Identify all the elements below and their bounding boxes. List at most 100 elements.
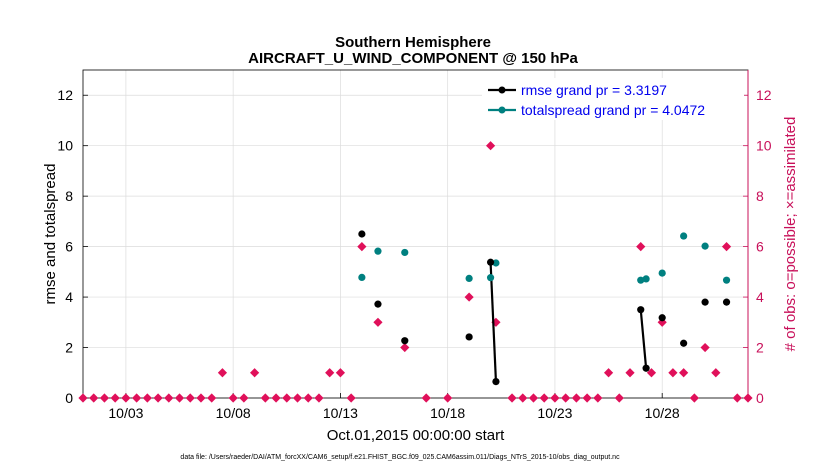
obs-marker (174, 393, 185, 403)
obs-marker (314, 393, 324, 403)
y-tick-label-right: 0 (756, 390, 764, 406)
y-tick-label-left: 2 (65, 340, 73, 356)
legend-entry-rmse: rmse grand pr = 3.3197 (521, 82, 667, 98)
y-tick-label-right: 8 (756, 188, 764, 204)
obs-marker (732, 393, 742, 403)
obs-marker (217, 368, 228, 378)
data-marks (78, 141, 753, 403)
obs-marker (561, 393, 571, 403)
obs-marker (485, 141, 496, 151)
rmse-line-segment (489, 262, 498, 382)
totalspread-point (492, 259, 500, 267)
obs-marker (196, 393, 206, 403)
x-tick-label: 10/03 (108, 405, 143, 421)
rmse-point (492, 378, 500, 386)
obs-marker (121, 393, 131, 403)
obs-marker (539, 393, 549, 403)
y-tick-label-right: 2 (756, 340, 764, 356)
y-axis-label-right: # of obs: o=possible; ×=assimilated (782, 117, 799, 352)
obs-marker (711, 368, 721, 378)
obs-marker (582, 393, 592, 403)
y-tick-label-left: 10 (57, 138, 73, 154)
y-tick-label-left: 6 (65, 239, 73, 255)
rmse-point (722, 298, 731, 306)
totalspread-point (680, 232, 688, 240)
rmse-point (680, 339, 688, 347)
rmse-point (465, 333, 473, 341)
rmse-line-segment (639, 309, 648, 369)
x-tick-label: 10/23 (537, 405, 572, 421)
x-tick-label: 10/18 (430, 405, 465, 421)
rmse-point (642, 364, 650, 372)
axis-tick-labels: 10/03 10/08 10/13 10/18 10/23 10/28 0 2 4 6 8 10 12 0… (57, 87, 771, 421)
obs-marker (646, 368, 657, 378)
y-tick-label-right: 10 (756, 138, 772, 154)
y-tick-label-left: 0 (65, 390, 73, 406)
obs-marker (292, 393, 303, 403)
obs-marker (335, 368, 346, 378)
y-tick-label-left: 8 (65, 188, 73, 204)
y-tick-label-right: 12 (756, 87, 772, 103)
totalspread-point (637, 276, 645, 284)
legend-marker-totalspread (498, 106, 506, 114)
x-tick-label: 10/08 (216, 405, 251, 421)
obs-marker (207, 393, 217, 403)
totalspread-point (401, 248, 409, 257)
obs-marker (743, 393, 753, 403)
obs-marker (700, 342, 710, 353)
totalspread-point (701, 242, 709, 250)
obs-marker (571, 393, 581, 403)
obs-marker (239, 393, 249, 403)
chart-title-line2: AIRCRAFT_U_WIND_COMPONENT @ 150 hPa (248, 50, 578, 67)
totalspread-point (722, 276, 731, 284)
obs-marker (679, 368, 689, 378)
obs-marker (260, 393, 270, 403)
obs-marker (668, 368, 678, 378)
obs-marker (153, 393, 163, 403)
obs-marker (282, 393, 292, 403)
obs-marker (625, 368, 635, 378)
obs-marker (228, 393, 238, 403)
obs-marker (89, 393, 99, 403)
y-tick-label-left: 4 (65, 289, 73, 305)
y-axis-label-left: rmse and totalspread (42, 164, 59, 305)
obs-marker (99, 393, 110, 403)
chart-title-line1: Southern Hemisphere (335, 34, 491, 51)
obs-marker (400, 342, 410, 353)
legend-box (482, 78, 744, 120)
obs-marker (346, 393, 356, 403)
obs-marker (110, 393, 120, 403)
totalspread-point (658, 269, 666, 277)
data-file-footer: data file: /Users/raeder/DAI/ATM_forcXX/… (180, 454, 620, 461)
obs-marker (325, 368, 335, 378)
rmse-point (401, 337, 409, 345)
legend-marker-rmse (498, 86, 506, 94)
x-tick-label: 10/13 (323, 405, 358, 421)
rmse-point (637, 306, 645, 314)
rmse-point (658, 314, 666, 322)
rmse-point (374, 300, 382, 308)
rmse-point (358, 230, 366, 238)
y-tick-label-right: 6 (756, 239, 764, 255)
totalspread-point (358, 273, 366, 281)
obs-marker (689, 393, 699, 403)
obs-marker (528, 393, 539, 403)
totalspread-point (642, 275, 650, 283)
obs-marker (132, 393, 142, 403)
totalspread-point (374, 247, 382, 255)
totalspread-point (465, 274, 473, 283)
obs-marker (357, 242, 367, 252)
obs-marker (593, 393, 603, 403)
obs-marker (443, 393, 453, 403)
obs-marker (636, 242, 646, 252)
obs-marker (614, 393, 624, 403)
legend-entry-totalspread: totalspread grand pr = 4.0472 (521, 102, 705, 118)
obs-marker (507, 393, 517, 403)
rmse-point (486, 258, 495, 266)
obs-marker (421, 393, 431, 403)
obs-marker (164, 393, 174, 403)
obs-marker (721, 242, 732, 252)
x-tick-label: 10/28 (645, 405, 680, 421)
y-tick-label-right: 4 (756, 289, 764, 305)
